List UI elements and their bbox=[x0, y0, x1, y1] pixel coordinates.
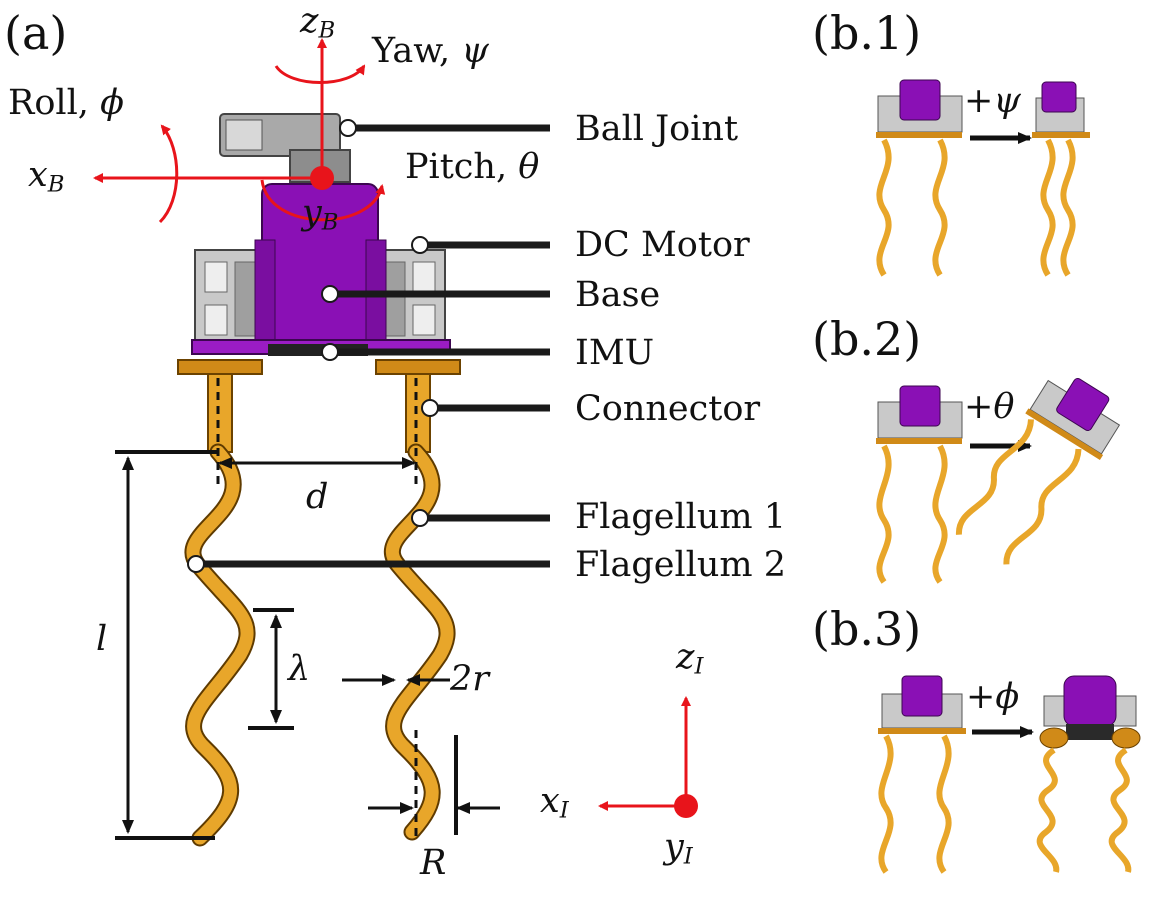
roll-rotation-arrow bbox=[158, 124, 179, 224]
robot-b2-after bbox=[955, 377, 1121, 565]
y-body-axis-label: yB bbox=[302, 193, 339, 236]
panel-label-b3: (b.3) bbox=[812, 602, 922, 656]
ball-joint bbox=[219, 113, 351, 183]
callout-dc-motor: DC Motor bbox=[575, 225, 750, 265]
callout-flagellum-1: Flagellum 1 bbox=[575, 497, 786, 537]
yaw-label: Yaw, ψ bbox=[372, 31, 489, 71]
callout-leaders bbox=[196, 124, 550, 568]
callout-base: Base bbox=[575, 275, 661, 315]
robot-b1-after bbox=[1032, 81, 1090, 277]
two-r-dimension-label: 2r bbox=[450, 659, 489, 699]
callout-imu: IMU bbox=[575, 333, 655, 373]
panel-label-b2: (b.2) bbox=[812, 312, 922, 366]
dc-motor-right bbox=[374, 249, 446, 347]
z-body-axis-label: zB bbox=[300, 1, 336, 44]
y-inertial-axis-label: yI bbox=[664, 827, 693, 870]
callout-ball-joint: Ball Joint bbox=[575, 109, 739, 149]
robot-b3-before bbox=[878, 675, 966, 874]
robot-b3-after bbox=[1036, 675, 1141, 873]
pitch-rotation-arrow bbox=[260, 179, 386, 222]
d-dimension-label: d bbox=[306, 477, 329, 517]
lambda-dimension-label: λ bbox=[288, 649, 311, 689]
robot-b2-before bbox=[876, 385, 963, 584]
panel-label-b1: (b.1) bbox=[812, 6, 922, 60]
x-inertial-axis-label: xI bbox=[540, 781, 569, 824]
roll-label: Roll, ϕ bbox=[8, 83, 124, 123]
pitch-label: Pitch, θ bbox=[405, 147, 540, 187]
robot-b1-before bbox=[876, 79, 963, 277]
callout-connector: Connector bbox=[575, 389, 761, 429]
r-dimension-label: R bbox=[420, 843, 447, 883]
inertial-origin-dot bbox=[674, 794, 698, 818]
body-origin-dot bbox=[310, 166, 334, 190]
flagellum-right bbox=[383, 443, 456, 841]
l-dimension-label: l bbox=[96, 619, 108, 659]
callout-dots bbox=[187, 119, 439, 573]
z-inertial-axis-label: zI bbox=[676, 637, 704, 680]
b2-motion-label: +θ bbox=[964, 387, 1015, 427]
panel-label-a: (a) bbox=[4, 6, 68, 60]
x-body-axis-label: xB bbox=[28, 155, 65, 198]
dc-motor-left bbox=[194, 249, 266, 347]
callout-flagellum-2: Flagellum 2 bbox=[575, 545, 786, 585]
connector-left bbox=[177, 359, 263, 453]
flagellum-left bbox=[184, 443, 256, 847]
b3-motion-label: +ϕ bbox=[966, 677, 1020, 717]
b1-motion-label: +ψ bbox=[964, 81, 1021, 121]
yaw-rotation-arrow bbox=[274, 64, 366, 84]
